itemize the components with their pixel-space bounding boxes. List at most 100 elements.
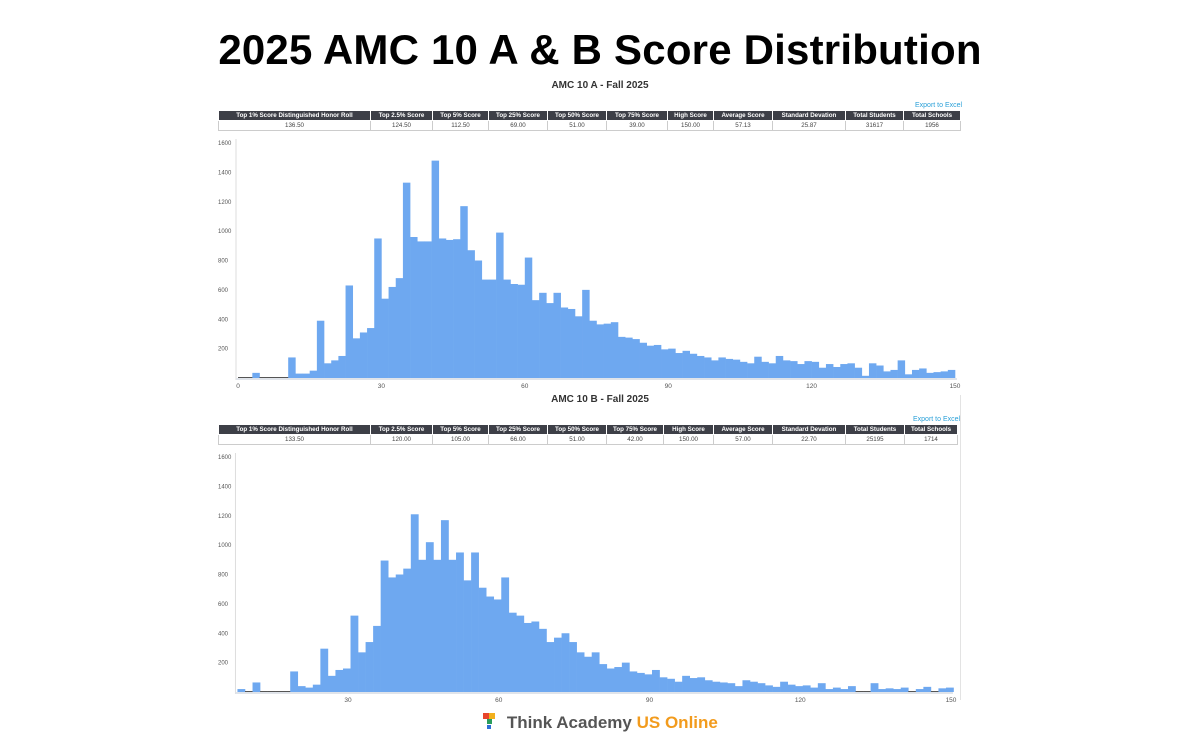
histogram-bar bbox=[338, 355, 346, 378]
histogram-bar bbox=[782, 360, 791, 378]
histogram-bar bbox=[237, 689, 246, 692]
histogram-bar bbox=[486, 596, 495, 692]
histogram-bar bbox=[938, 688, 947, 692]
stat-value: 51.00 bbox=[547, 434, 607, 445]
histogram-bar bbox=[861, 375, 870, 378]
histogram-bar bbox=[309, 370, 318, 378]
histogram-bar bbox=[646, 345, 655, 378]
histogram-bar bbox=[840, 364, 848, 378]
histogram-bar bbox=[832, 687, 841, 692]
histogram-bar bbox=[438, 238, 447, 378]
y-tick-label: 1600 bbox=[218, 455, 232, 461]
histogram-bar bbox=[508, 612, 517, 692]
histogram-bar bbox=[854, 367, 863, 378]
stat-header: Top 75% Score bbox=[606, 424, 664, 435]
histogram-bar bbox=[481, 279, 490, 378]
histogram-bar bbox=[761, 361, 769, 378]
histogram-bar bbox=[855, 691, 864, 692]
histogram-bar bbox=[245, 377, 253, 378]
histogram-bar bbox=[945, 687, 954, 692]
histogram-bar bbox=[606, 668, 615, 692]
stat-value: 120.00 bbox=[370, 434, 433, 445]
histogram-bar bbox=[345, 285, 354, 378]
histogram-bar bbox=[797, 364, 805, 378]
chart-b-frame-right bbox=[960, 395, 961, 700]
histogram-bar bbox=[825, 364, 834, 378]
histogram-b: 200 400 600 800 1000 1200 1400 1600 30 60 90 120 150 bbox=[214, 450, 964, 704]
stat-header: Top 1% Score Distinguished Honor Roll bbox=[218, 424, 371, 435]
histogram-bar bbox=[395, 278, 404, 378]
stat-header: Top 50% Score bbox=[547, 424, 607, 435]
histogram-bar bbox=[904, 374, 913, 378]
histogram-bar bbox=[244, 691, 253, 692]
histogram-bar bbox=[554, 637, 562, 692]
histogram-bar bbox=[725, 358, 734, 378]
x-tick-label: 120 bbox=[806, 383, 817, 390]
y-tick-label: 800 bbox=[218, 259, 229, 265]
histogram-bar bbox=[775, 355, 784, 378]
histogram-bar bbox=[252, 372, 260, 378]
histogram-bar bbox=[574, 316, 583, 378]
stat-header: High Score bbox=[663, 424, 714, 435]
export-excel-link-b[interactable]: Export to Excel bbox=[913, 416, 961, 423]
stat-header: Total Students bbox=[845, 110, 904, 121]
histogram-bar bbox=[374, 238, 382, 378]
histogram-bar bbox=[453, 239, 461, 378]
x-tick-label: 60 bbox=[495, 697, 503, 704]
histogram-bar bbox=[603, 323, 612, 378]
histogram-bar bbox=[890, 369, 898, 378]
histogram-bar bbox=[275, 691, 283, 692]
histogram-bar bbox=[863, 691, 871, 692]
histogram-bar bbox=[273, 377, 282, 378]
histogram-bar bbox=[584, 656, 593, 692]
histogram-bar bbox=[632, 339, 640, 378]
histogram-bar bbox=[440, 520, 449, 692]
stat-value: 57.00 bbox=[713, 434, 773, 445]
x-tick-label: 90 bbox=[646, 697, 654, 704]
histogram-bar bbox=[324, 363, 332, 378]
histogram-bar bbox=[517, 284, 526, 378]
histogram-bar bbox=[418, 559, 427, 692]
histogram-bar bbox=[367, 328, 375, 378]
y-tick-label: 800 bbox=[218, 573, 229, 579]
histogram-bar bbox=[589, 320, 597, 378]
histogram-bar bbox=[704, 680, 713, 692]
export-excel-link-a[interactable]: Export to Excel bbox=[915, 102, 963, 109]
histogram-bar bbox=[448, 559, 457, 692]
histogram-bar bbox=[327, 675, 336, 692]
histogram-bar bbox=[732, 359, 741, 378]
histogram-bar bbox=[267, 691, 276, 692]
histogram-bar bbox=[431, 160, 440, 378]
histogram-bar bbox=[561, 633, 570, 692]
histogram-bar bbox=[811, 361, 820, 378]
histogram-bar bbox=[661, 349, 669, 378]
histogram-bar bbox=[868, 363, 877, 378]
histogram-bar bbox=[425, 542, 434, 692]
histogram-bar bbox=[739, 361, 748, 378]
histogram-bar bbox=[667, 678, 675, 692]
stat-header: Top 75% Score bbox=[606, 110, 668, 121]
histogram-bar bbox=[503, 279, 511, 378]
histogram-bar bbox=[719, 682, 728, 692]
histogram-bar bbox=[772, 686, 781, 692]
histogram-bar bbox=[352, 338, 361, 378]
histogram-bar bbox=[297, 686, 306, 692]
histogram-bar bbox=[675, 353, 683, 378]
x-tick-label: 30 bbox=[378, 383, 386, 390]
histogram-bar bbox=[747, 363, 755, 378]
stat-value: 69.00 bbox=[488, 120, 548, 131]
y-tick-label: 600 bbox=[218, 602, 229, 608]
histogram-bar bbox=[610, 322, 619, 378]
histogram-bar bbox=[560, 307, 569, 378]
histogram-bar bbox=[629, 671, 638, 692]
histogram-bar bbox=[282, 691, 291, 692]
histogram-bar bbox=[734, 686, 743, 692]
stat-header: Average Score bbox=[713, 424, 773, 435]
stat-value: 133.50 bbox=[218, 434, 371, 445]
stat-header: Top 2.5% Score bbox=[370, 424, 433, 435]
histogram-bar bbox=[380, 560, 389, 692]
stat-header: Top 1% Score Distinguished Honor Roll bbox=[218, 110, 371, 121]
stat-header: Top 5% Score bbox=[432, 424, 489, 435]
histogram-bar bbox=[930, 691, 939, 692]
histogram-bar bbox=[840, 689, 849, 692]
